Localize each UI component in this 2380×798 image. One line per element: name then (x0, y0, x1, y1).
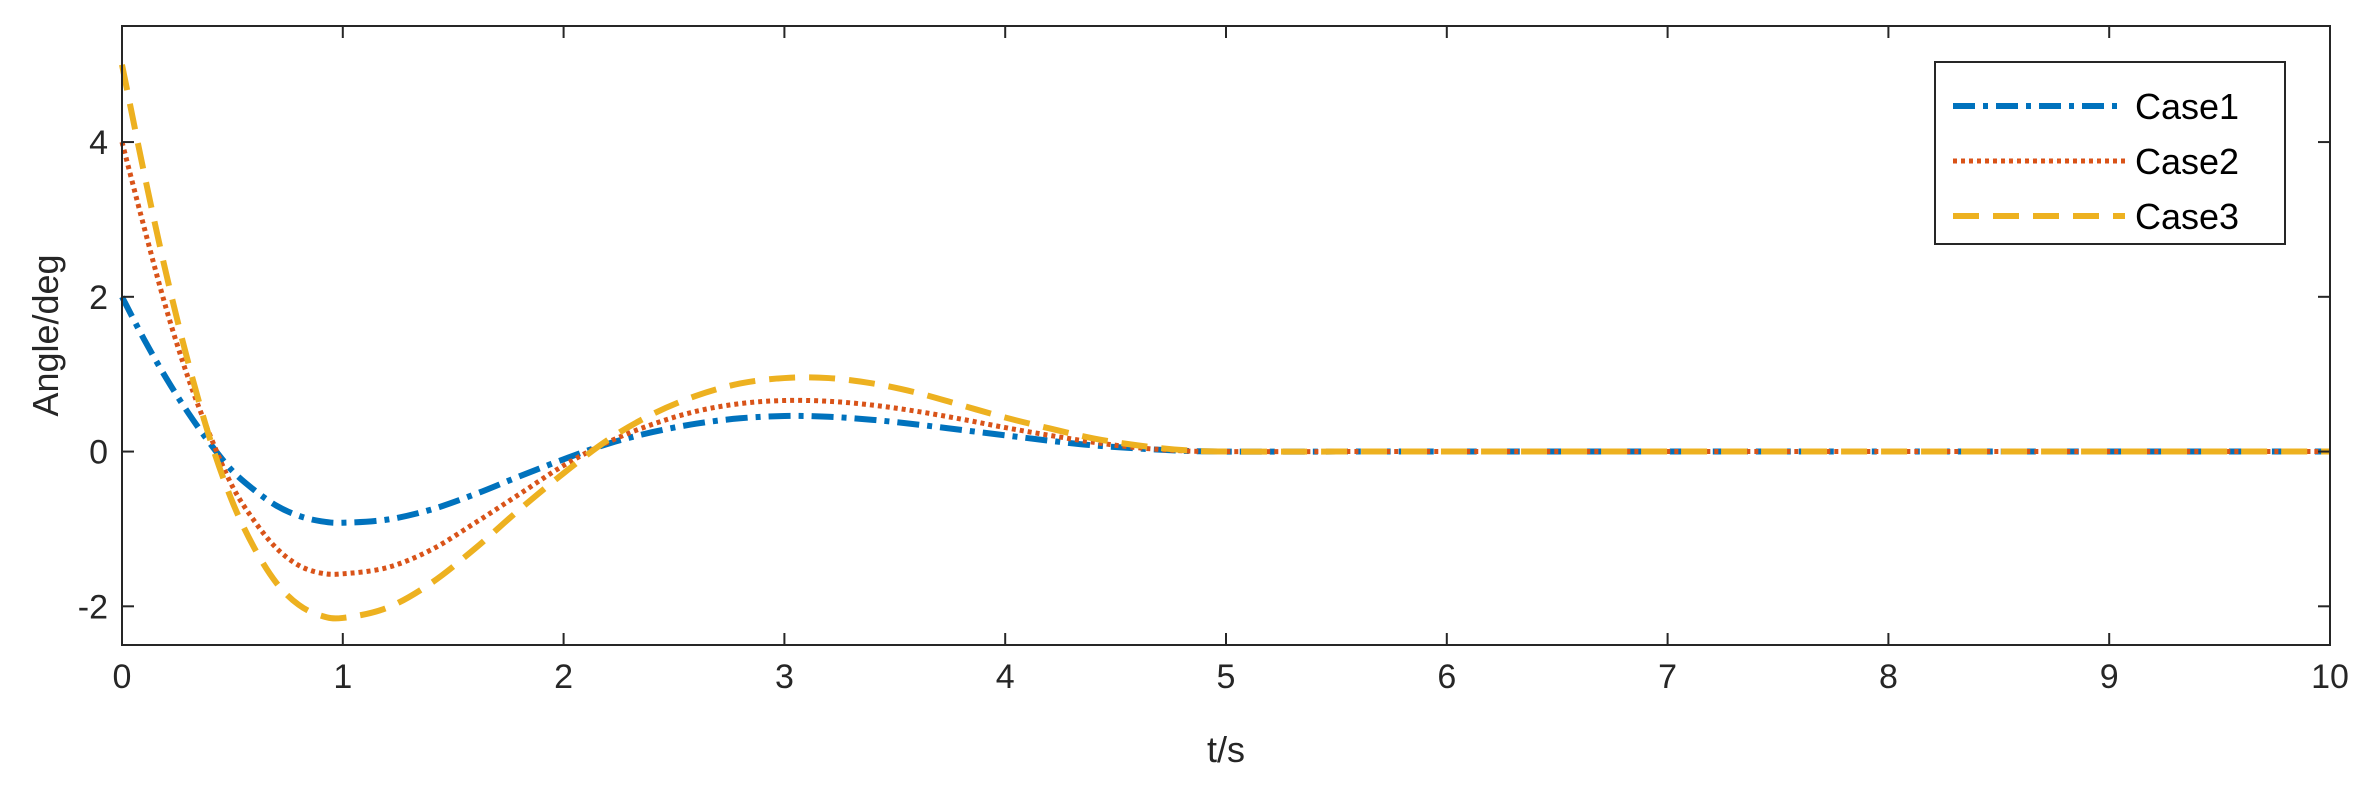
legend: Case1 Case2 Case3 (1934, 61, 2286, 245)
x-tick-label: 1 (333, 658, 352, 696)
x-tick-label: 6 (1437, 658, 1456, 696)
legend-label-case3: Case3 (2135, 196, 2239, 237)
y-axis-label: Angle/deg (25, 254, 66, 416)
x-tick-label: 8 (1879, 658, 1898, 696)
x-tick-label: 0 (113, 658, 132, 696)
x-tick-label: 5 (1217, 658, 1236, 696)
x-tick-label: 3 (775, 658, 794, 696)
x-tick-label: 2 (554, 658, 573, 696)
x-tick-label: 7 (1658, 658, 1677, 696)
legend-label-case2: Case2 (2135, 141, 2239, 182)
y-tick-label: 2 (89, 279, 108, 317)
x-tick-label: 10 (2311, 658, 2349, 696)
legend-label-case1: Case1 (2135, 86, 2239, 127)
y-tick-label: 4 (89, 124, 108, 162)
x-tick-label: 4 (996, 658, 1015, 696)
series-line-case3 (119, 64, 2330, 622)
y-tick-label: 0 (89, 434, 108, 472)
x-tick-label: 9 (2100, 658, 2119, 696)
y-tick-label: -2 (78, 588, 108, 626)
x-axis-label: t/s (1207, 729, 1245, 770)
series-layer (119, 64, 2330, 622)
